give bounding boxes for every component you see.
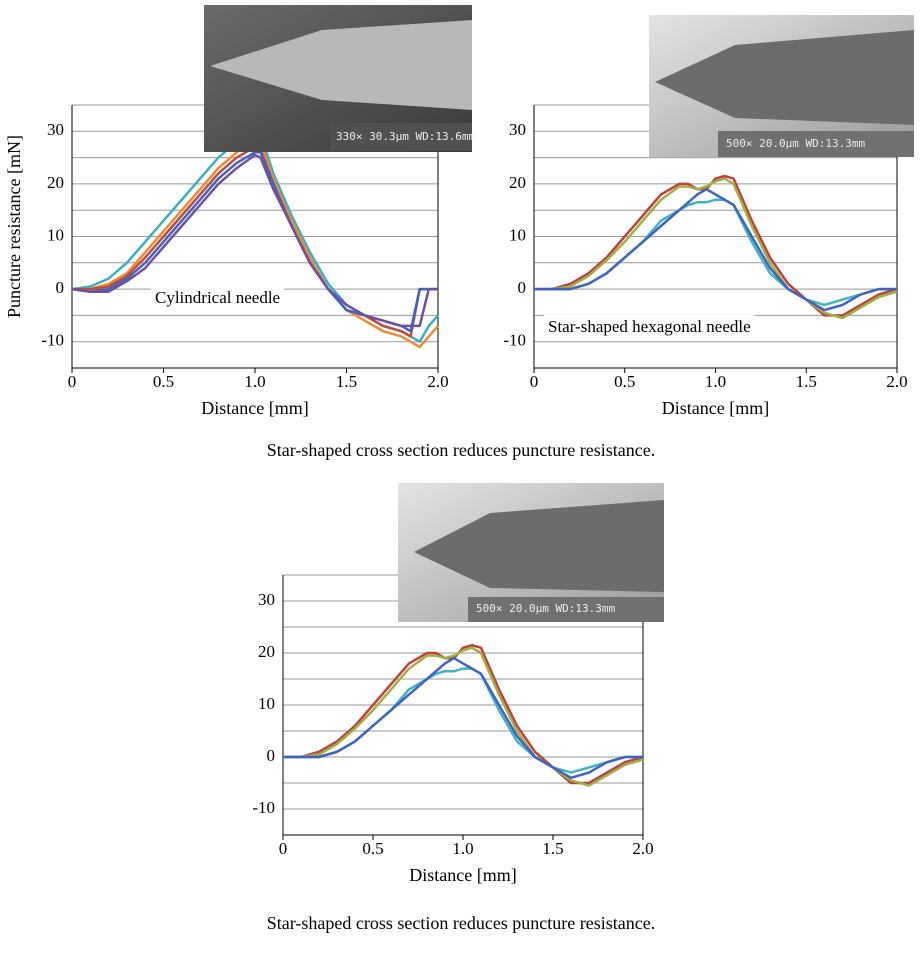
- x-tick-label: 0: [68, 372, 77, 391]
- y-tick-label: -10: [252, 798, 275, 817]
- x-tick-label: 1.5: [336, 372, 357, 391]
- x-tick-label: 0.5: [153, 372, 174, 391]
- data-line: [72, 137, 439, 349]
- x-tick-label: 1.0: [705, 372, 726, 391]
- data-line: [534, 187, 897, 312]
- x-tick-label: 1.0: [244, 372, 265, 391]
- y-tick-label: -10: [503, 331, 526, 350]
- sem-image: 500× 20.0μm WD:13.3mm: [649, 15, 914, 157]
- needle: [414, 500, 664, 592]
- caption: Star-shaped cross section reduces punctu…: [267, 440, 656, 460]
- data-line: [71, 153, 438, 328]
- data-line: [283, 646, 644, 787]
- annotation-bg: [544, 314, 755, 338]
- y-tick-label: 0: [518, 278, 527, 297]
- annotation: Star-shaped hexagonal needle: [548, 317, 751, 336]
- y-tick-label: 10: [258, 694, 275, 713]
- needle: [655, 30, 914, 125]
- y-tick-label: 0: [267, 746, 276, 765]
- y-tick-label: 20: [509, 173, 526, 192]
- data-line: [534, 177, 898, 320]
- plots: -10 0 10 20 30 0 0.5 1.0 1.5 2.0 Cylindrical needl…: [4, 104, 908, 933]
- x-axis-label: Distance [mm]: [409, 865, 516, 885]
- data-line: [283, 643, 644, 785]
- data-line: [534, 174, 898, 317]
- label-bg: [718, 131, 914, 157]
- y-tick-label: 30: [47, 120, 64, 139]
- y-tick-label: 30: [258, 590, 275, 609]
- label-bg: [468, 597, 664, 622]
- needle: [210, 20, 472, 110]
- image-label: 330× 30.3μm WD:13.6mm: [336, 130, 475, 143]
- x-tick-label: 1.0: [452, 839, 473, 858]
- x-tick-label: 0: [279, 839, 288, 858]
- x-tick-label: 2.0: [886, 372, 907, 391]
- y-tick-label: 0: [56, 278, 65, 297]
- y-tick-label: 30: [509, 120, 526, 139]
- annotation: Cylindrical needle: [155, 288, 280, 307]
- image-label: 500× 20.0μm WD:13.3mm: [726, 137, 865, 150]
- y-tick-label: 10: [509, 225, 526, 244]
- y-tick-label: 20: [258, 642, 275, 661]
- x-tick-label: 0.5: [614, 372, 635, 391]
- sem-image: 330× 30.3μm WD:13.6mm: [204, 5, 475, 152]
- label-bg: [330, 123, 472, 151]
- x-tick-label: 2.0: [427, 372, 448, 391]
- y-tick-label: -10: [41, 331, 64, 350]
- x-tick-label: 2.0: [632, 839, 653, 858]
- x-tick-label: 0.5: [362, 839, 383, 858]
- annotation-bg: [151, 285, 285, 309]
- x-axis-label: Distance [mm]: [662, 398, 769, 418]
- sem-image: 500× 20.0μm WD:13.3mm: [398, 483, 664, 622]
- y-tick-label: 10: [47, 225, 64, 244]
- y-axis-label: Puncture resistance [mN]: [4, 135, 24, 318]
- data-line: [283, 656, 643, 780]
- caption: Star-shaped cross section reduces punctu…: [267, 913, 656, 933]
- x-tick-label: 1.5: [542, 839, 563, 858]
- y-tick-label: 20: [47, 173, 64, 192]
- x-axis-label: Distance [mm]: [201, 398, 308, 418]
- x-tick-label: 0: [530, 372, 539, 391]
- image-label: 500× 20.0μm WD:13.3mm: [476, 602, 615, 615]
- x-tick-label: 1.5: [796, 372, 817, 391]
